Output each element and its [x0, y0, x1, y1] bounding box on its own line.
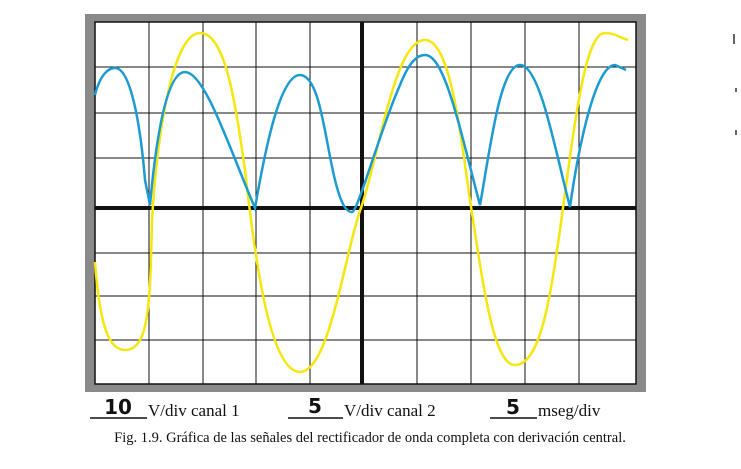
scale-value: 10: [104, 395, 132, 419]
scale-value: 5: [308, 394, 322, 418]
scale-value: 5: [506, 395, 520, 419]
trace-channel-2: [93, 53, 627, 214]
screen: [94, 21, 637, 385]
trace-channel-1: [93, 31, 629, 374]
scale-unit: mseg/div: [538, 401, 601, 420]
caption: Fig. 1.9. Gráfica de las señales del rec…: [114, 430, 626, 446]
scale-unit: V/div canal 2: [344, 401, 436, 420]
scale-line: 10 V/div canal 1 5 V/div canal 2 5 mseg/…: [90, 394, 601, 420]
scale-unit: V/div canal 1: [148, 401, 240, 420]
margin-marks: [733, 34, 737, 135]
